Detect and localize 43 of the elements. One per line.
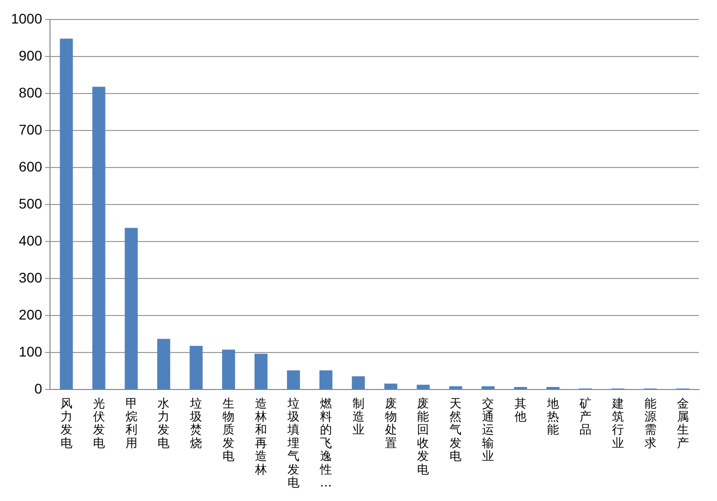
x-tick-label: 交通运输业 — [482, 396, 494, 464]
y-tick-label: 800 — [18, 84, 42, 100]
y-tick-label: 200 — [18, 306, 42, 322]
x-tick-label: 天然气发电 — [450, 396, 462, 464]
bar — [352, 376, 365, 390]
x-tick-label: 金属生产 — [676, 396, 689, 450]
x-tick-label: 地热能 — [546, 396, 560, 437]
bar — [384, 384, 398, 390]
x-tick-label: 矿产品 — [578, 396, 592, 437]
bar — [124, 228, 138, 390]
x-tick-label: 生物质发电 — [222, 396, 235, 464]
x-tick-label: 造林和再造林 — [254, 396, 268, 476]
x-tick-label: 其他 — [514, 396, 527, 424]
x-tick-label: 垃圾填埋气发电 — [286, 396, 300, 490]
x-tick-label: 垃圾焚烧 — [189, 396, 202, 450]
y-tick-label: 400 — [18, 232, 42, 248]
y-tick-label: 1000 — [10, 10, 42, 26]
bar — [60, 38, 73, 390]
y-tick-label: 0 — [34, 380, 42, 396]
x-tick-label: 光伏发电 — [92, 396, 105, 450]
y-tick-label: 100 — [18, 343, 42, 360]
x-tick-label: 能源需求 — [644, 396, 656, 450]
y-tick-label: 500 — [18, 195, 42, 212]
x-tick-label: 燃料的飞逸性… — [318, 396, 332, 490]
x-tick-label: 建筑行业 — [610, 396, 624, 450]
bar — [92, 86, 106, 390]
x-tick-label: 废物处置 — [384, 396, 397, 450]
bar — [254, 354, 268, 390]
x-tick-label: 废能回收发电 — [417, 396, 430, 476]
x-tick-label: 风力发电 — [60, 396, 72, 450]
y-tick-label: 600 — [18, 158, 42, 174]
bar — [222, 350, 236, 390]
bar — [416, 384, 430, 390]
x-tick-label: 水力发电 — [158, 396, 170, 450]
bar — [319, 370, 332, 390]
x-tick-label: 制造业 — [352, 396, 364, 437]
x-tick-label: 甲烷利用 — [125, 396, 138, 450]
bar — [157, 338, 170, 390]
bar — [286, 370, 300, 390]
y-tick-label: 900 — [18, 47, 42, 64]
y-tick-label: 700 — [18, 121, 42, 138]
y-tick-label: 300 — [18, 269, 42, 286]
bar — [190, 346, 203, 390]
